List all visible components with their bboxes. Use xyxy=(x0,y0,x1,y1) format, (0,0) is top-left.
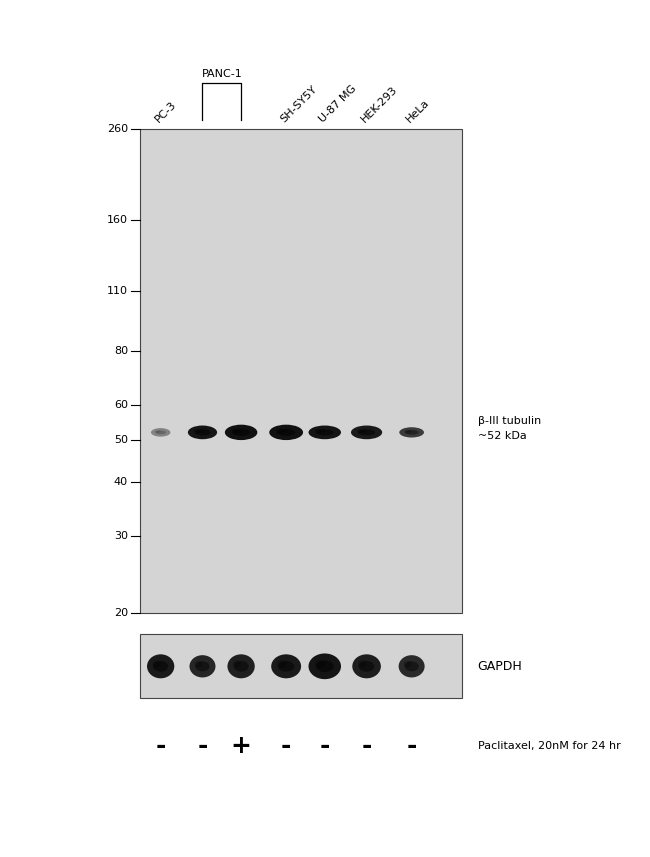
Ellipse shape xyxy=(151,428,170,437)
Text: PC-3: PC-3 xyxy=(153,99,179,124)
Text: HEK-293: HEK-293 xyxy=(359,84,400,124)
Text: Paclitaxel, 20nM for 24 hr: Paclitaxel, 20nM for 24 hr xyxy=(478,740,621,751)
Text: 30: 30 xyxy=(114,531,128,542)
Ellipse shape xyxy=(351,426,382,440)
Text: -: - xyxy=(406,734,417,758)
Ellipse shape xyxy=(233,661,248,672)
Ellipse shape xyxy=(194,429,203,433)
Text: 20: 20 xyxy=(114,608,128,618)
Text: 110: 110 xyxy=(107,286,128,296)
Text: +: + xyxy=(231,734,252,758)
Text: -: - xyxy=(281,734,291,758)
Ellipse shape xyxy=(196,662,210,671)
Text: -: - xyxy=(320,734,330,758)
Ellipse shape xyxy=(277,428,296,436)
Ellipse shape xyxy=(147,655,174,679)
Ellipse shape xyxy=(316,429,333,435)
Ellipse shape xyxy=(359,661,374,672)
Ellipse shape xyxy=(233,660,241,668)
Ellipse shape xyxy=(276,428,286,433)
Ellipse shape xyxy=(153,660,161,668)
Ellipse shape xyxy=(194,429,211,435)
Ellipse shape xyxy=(231,428,241,433)
Text: PANC-1: PANC-1 xyxy=(202,69,242,79)
Ellipse shape xyxy=(232,428,250,436)
Ellipse shape xyxy=(309,654,341,679)
FancyBboxPatch shape xyxy=(140,634,462,698)
Ellipse shape xyxy=(405,430,419,434)
Ellipse shape xyxy=(309,426,341,440)
Text: -: - xyxy=(155,734,166,758)
Ellipse shape xyxy=(358,660,367,668)
Text: 260: 260 xyxy=(107,123,128,134)
Ellipse shape xyxy=(404,430,411,433)
Text: β-III tubulin: β-III tubulin xyxy=(478,416,541,426)
Ellipse shape xyxy=(315,429,325,433)
Ellipse shape xyxy=(278,661,294,672)
Ellipse shape xyxy=(225,425,257,440)
Ellipse shape xyxy=(153,661,168,672)
Ellipse shape xyxy=(271,655,301,679)
Ellipse shape xyxy=(315,660,325,668)
Ellipse shape xyxy=(155,430,166,434)
Text: SH-SY5Y: SH-SY5Y xyxy=(279,84,319,124)
Text: HeLa: HeLa xyxy=(404,97,432,124)
FancyBboxPatch shape xyxy=(140,129,462,613)
Text: U-87 MG: U-87 MG xyxy=(318,83,359,124)
Ellipse shape xyxy=(358,429,367,433)
Text: -: - xyxy=(361,734,372,758)
Ellipse shape xyxy=(190,655,216,677)
Ellipse shape xyxy=(352,655,381,679)
Ellipse shape xyxy=(358,429,375,435)
Ellipse shape xyxy=(195,661,203,668)
Ellipse shape xyxy=(227,655,255,679)
Text: 50: 50 xyxy=(114,434,128,445)
Ellipse shape xyxy=(316,661,333,672)
Ellipse shape xyxy=(269,425,303,440)
Ellipse shape xyxy=(399,428,424,438)
Text: 40: 40 xyxy=(114,476,128,487)
Ellipse shape xyxy=(404,662,419,671)
Text: GAPDH: GAPDH xyxy=(478,660,523,673)
Ellipse shape xyxy=(155,430,161,433)
Ellipse shape xyxy=(398,655,424,677)
Text: ~52 kDa: ~52 kDa xyxy=(478,431,526,441)
Text: 60: 60 xyxy=(114,400,128,411)
Ellipse shape xyxy=(404,661,411,668)
Text: -: - xyxy=(198,734,208,758)
Text: 160: 160 xyxy=(107,215,128,225)
Ellipse shape xyxy=(277,660,286,668)
Ellipse shape xyxy=(188,426,217,440)
Text: 80: 80 xyxy=(114,346,128,356)
